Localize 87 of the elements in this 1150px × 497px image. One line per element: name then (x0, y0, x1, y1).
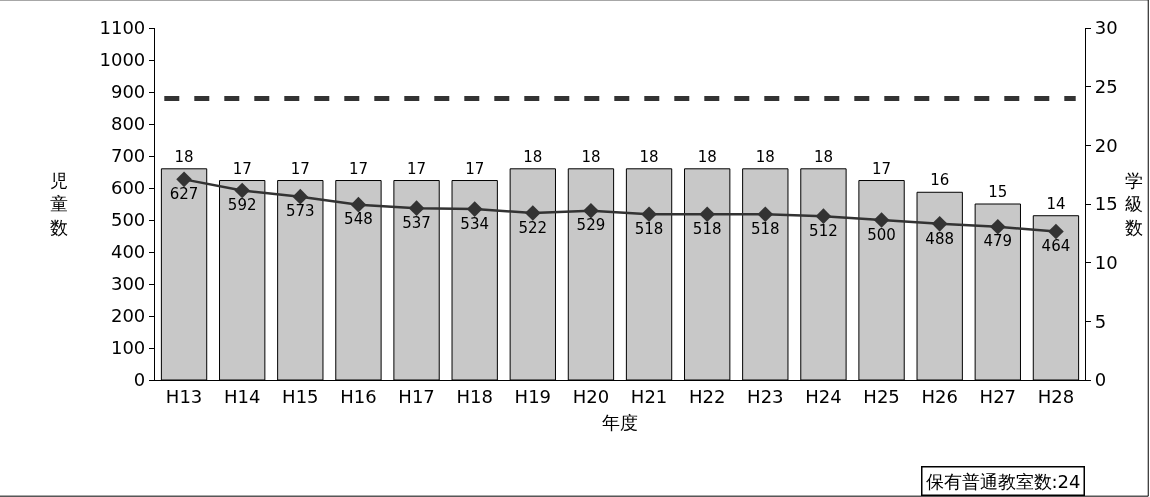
point (815, 208, 832, 224)
data-label: 518 (750, 219, 780, 238)
data-label: 18 (813, 147, 833, 166)
data-label: 18 (174, 147, 194, 166)
point (641, 206, 657, 223)
x-tick-label: H15 (282, 385, 319, 407)
y-tick-label: 400 (110, 241, 146, 263)
y2-axis-title: 学級数 (1125, 170, 1143, 238)
x-tick-label: H23 (747, 385, 784, 407)
x-tick-label: H13 (165, 385, 203, 407)
y-tick-label: 600 (110, 177, 146, 199)
y2-tick-label: 25 (1094, 75, 1118, 97)
y2-tick-label: 15 (1094, 193, 1118, 215)
y-tick-label: 700 (110, 145, 146, 167)
point (1048, 223, 1064, 240)
y-tick-label: 1100 (99, 17, 146, 39)
y-tick-label: 300 (110, 273, 146, 295)
y-tick-label: 200 (110, 305, 146, 327)
data-label: 488 (925, 229, 955, 248)
x-axis-title: 年度 (602, 411, 638, 433)
x-tick-label: H14 (223, 385, 261, 407)
x-tick-label: H26 (921, 385, 958, 407)
data-label: 17 (348, 159, 368, 178)
data-label: 17 (290, 159, 310, 178)
point (931, 216, 948, 232)
y2-tick-label: 5 (1094, 310, 1107, 332)
x-tick-label: H20 (572, 385, 610, 407)
point (176, 171, 192, 188)
point (873, 212, 890, 228)
y-axis-title: 児童数 (50, 170, 68, 238)
y-tick-label: 900 (110, 81, 146, 103)
data-label: 592 (227, 196, 257, 215)
y-tick-label: 500 (110, 209, 146, 231)
data-label: 522 (518, 218, 548, 237)
data-label: 16 (930, 171, 950, 190)
data-label: 548 (344, 210, 373, 229)
data-label: 17 (407, 159, 427, 178)
data-label: 18 (755, 147, 775, 166)
data-label: 573 (285, 202, 315, 221)
x-tick-label: H17 (398, 385, 435, 407)
data-label: 627 (169, 185, 199, 204)
point (757, 206, 774, 223)
point (525, 205, 541, 221)
data-label: 518 (692, 219, 722, 238)
data-label: 18 (697, 147, 717, 166)
data-label: 518 (634, 219, 664, 238)
data-label: 500 (867, 225, 896, 244)
point (699, 206, 715, 223)
x-tick-label: H25 (863, 385, 900, 407)
x-tick-label: H18 (456, 385, 493, 407)
data-label: 17 (872, 159, 892, 178)
y2-tick-label: 20 (1094, 134, 1118, 156)
point (583, 202, 599, 219)
data-label: 18 (581, 147, 601, 166)
x-tick-label: H24 (805, 385, 842, 407)
point (466, 201, 483, 217)
y-tick-label: 1000 (99, 49, 146, 71)
x-tick-label: H28 (1037, 385, 1075, 407)
y-tick-label: 100 (110, 337, 146, 359)
x-tick-label: H21 (630, 385, 668, 407)
data-label: 529 (576, 216, 606, 235)
data-label: 512 (809, 221, 838, 240)
text: 保有普通教室数:24 (925, 470, 1081, 492)
data-label: 17 (465, 159, 485, 178)
point (292, 188, 309, 205)
data-label: 14 (1046, 194, 1066, 213)
x-tick-label: H19 (514, 385, 552, 407)
data-label: 17 (232, 159, 252, 178)
data-label: 479 (983, 232, 1013, 251)
y2-tick-label: 10 (1094, 251, 1118, 273)
x-tick-label: H27 (979, 385, 1017, 407)
data-label: 18 (523, 147, 543, 166)
data-label: 464 (1041, 237, 1071, 256)
y2-tick-label: 30 (1094, 17, 1118, 39)
x-tick-label: H16 (340, 385, 377, 407)
x-tick-label: H22 (688, 385, 726, 407)
data-label: 15 (988, 183, 1008, 201)
y-tick-label: 800 (110, 113, 146, 135)
point (234, 182, 250, 199)
point (408, 200, 425, 216)
point (990, 218, 1006, 235)
data-label: 534 (460, 214, 490, 233)
y-tick-label: 0 (133, 369, 146, 391)
data-label: 18 (639, 147, 659, 166)
point (350, 196, 367, 213)
y2-tick-label: 0 (1094, 369, 1107, 391)
data-label: 537 (402, 213, 431, 232)
